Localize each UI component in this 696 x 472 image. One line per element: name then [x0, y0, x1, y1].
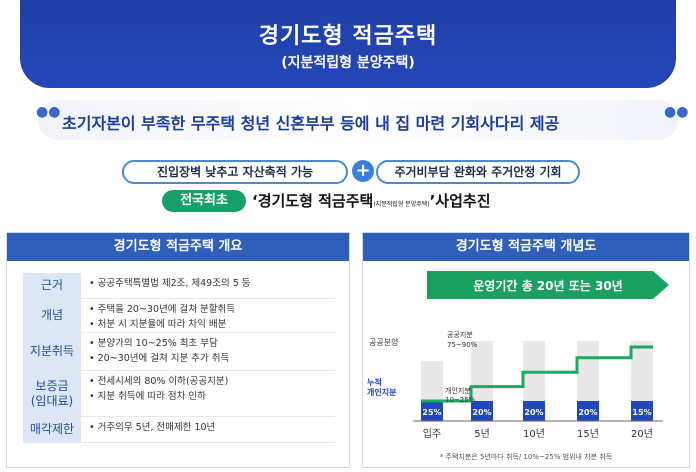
bar-value-label: 20% — [578, 408, 597, 417]
personal-share-bar — [523, 401, 545, 421]
row-line: • 주택을 20~30년에 걸쳐 분할취득 — [89, 304, 235, 315]
project-headline: ‘경기도형 적금주택(지분적립형 분양주택)’사업추진 — [252, 190, 491, 211]
table-row: 지분취득 • 분양가의 10~25% 최초 부담 • 20~30년에 걸쳐 지분 추… — [23, 333, 335, 371]
headline-note: (지분적립형 분양주택) — [373, 201, 430, 208]
row-label: 보증금 (임대료) — [23, 371, 81, 416]
bar-value-label: 15% — [632, 408, 651, 417]
table-row: 개념 • 주택을 20~30년에 걸쳐 분할취득 • 처분 시 지분율에 따라 차익… — [23, 299, 335, 333]
public-share-bar — [631, 341, 653, 401]
row-label: 매각제한 — [23, 417, 81, 442]
overview-title: 경기도형 적금주택 개요 — [7, 233, 349, 261]
period-text: 운영기간 총 20년 또는 30년 — [473, 278, 622, 293]
row-line: • 거주의무 5년, 전매제한 10년 — [89, 422, 216, 433]
plus-icon: + — [352, 160, 374, 182]
row-line: • 20~30년에 걸쳐 지분 추가 취득 — [89, 353, 230, 364]
benefit-pill-right: 주거비부담 완화와 주거안정 기회 — [376, 160, 580, 184]
footnote: * 주택지분은 5년마다 취득/ 10%~25% 범위내 지분 취득 — [440, 452, 613, 461]
table-row: 매각제한 • 거주의무 5년, 전매제한 10년 — [23, 417, 335, 443]
slogan-text: 초기자본이 부족한 무주택 청년 신혼부부 등에 내 집 마련 기회사다리 제공 — [62, 114, 560, 133]
x-tick-label: 20년 — [631, 428, 653, 440]
public-label: 공공분양 — [369, 338, 399, 347]
first-nationwide-badge: 전국최초 — [162, 190, 246, 212]
personal-share-bar — [631, 401, 653, 421]
concept-diagram: 운영기간 총 20년 또는 30년 25% 입주 20% 5년 20% 10년 20% 15년 1… — [367, 271, 669, 461]
public-share-bar — [577, 341, 599, 401]
row-label: 근거 — [23, 273, 81, 298]
personal-share-bar — [421, 401, 443, 421]
row-content: • 분양가의 10~25% 최초 부담 • 20~30년에 걸쳐 지분 추가 취득 — [81, 333, 335, 370]
personal-label: 누적 — [367, 377, 382, 387]
x-tick-label: 5년 — [474, 428, 490, 440]
row-label: 개념 — [23, 299, 81, 332]
table-row: 근거 • 공공주택특별법 제2조, 제49조의 5 등 — [23, 273, 335, 299]
public-share-label-2: 75~90% — [447, 341, 478, 349]
row-content: • 공공주택특별법 제2조, 제49조의 5 등 — [81, 273, 335, 298]
row-content: • 전세시세의 80% 이하(공공지분) • 지분 취득에 따라 점차 인하 — [81, 371, 335, 416]
concept-panel: 경기도형 적금주택 개념도 운영기간 총 20년 또는 30년 25% 입주 20% 5… — [362, 232, 690, 468]
cumulative-step-line — [421, 345, 653, 403]
slogan-banner — [38, 100, 678, 140]
hero-banner: 경기도형 적금주택 (지분적립형 분양주택) — [20, 0, 676, 88]
personal-share-bar — [577, 401, 599, 421]
row-line: • 분양가의 10~25% 최초 부담 — [89, 338, 218, 349]
row-line: • 공공주택특별법 제2조, 제49조의 5 등 — [89, 278, 251, 289]
period-arrow-icon — [427, 271, 669, 299]
bar-value-label: 25% — [422, 408, 441, 417]
personal-share-bar — [471, 401, 493, 421]
x-tick-label: 15년 — [577, 428, 599, 440]
x-tick-label: 10년 — [523, 428, 545, 440]
bar-value-label: 20% — [524, 408, 543, 417]
table-row: 보증금 (임대료) • 전세시세의 80% 이하(공공지분) • 지분 취득에 따라 … — [23, 371, 335, 417]
overview-table: 근거 • 공공주택특별법 제2조, 제49조의 5 등 개념 • 주택을 20~30년… — [23, 273, 335, 443]
row-label: 지분취득 — [23, 333, 81, 370]
quote-dots-icon: ●● — [36, 104, 61, 120]
row-content: • 주택을 20~30년에 걸쳐 분할취득 • 처분 시 지분율에 따라 차익 배… — [81, 299, 335, 332]
page-title: 경기도형 적금주택 — [258, 24, 438, 49]
row-content: • 거주의무 5년, 전매제한 10년 — [81, 417, 335, 442]
x-tick-label: 입주 — [423, 427, 441, 440]
row-line: • 지분 취득에 따라 점차 인하 — [89, 391, 206, 402]
benefit-pill-left: 진입장벽 낮추고 자산축적 가능 — [122, 160, 348, 184]
personal-label-2: 개인지분 — [367, 387, 397, 397]
row-line: • 전세시세의 80% 이하(공공지분) — [89, 376, 229, 387]
public-share-label: 공공지분 — [447, 330, 473, 339]
concept-title: 경기도형 적금주택 개념도 — [363, 233, 689, 261]
headline-end: ’사업추진 — [429, 192, 491, 210]
row-line: • 처분 시 지분율에 따라 차익 배분 — [89, 319, 227, 330]
personal-share-label: 개인지분 — [445, 386, 471, 395]
personal-share-label-2: 10~25% — [445, 396, 476, 404]
headline-main: ‘경기도형 적금주택 — [252, 192, 374, 210]
bar-value-label: 20% — [472, 408, 491, 417]
public-share-bar — [421, 361, 443, 401]
public-share-bar — [471, 341, 493, 401]
quote-dots-icon: ●● — [664, 104, 689, 120]
page-subtitle: (지분적립형 분양주택) — [281, 55, 415, 71]
